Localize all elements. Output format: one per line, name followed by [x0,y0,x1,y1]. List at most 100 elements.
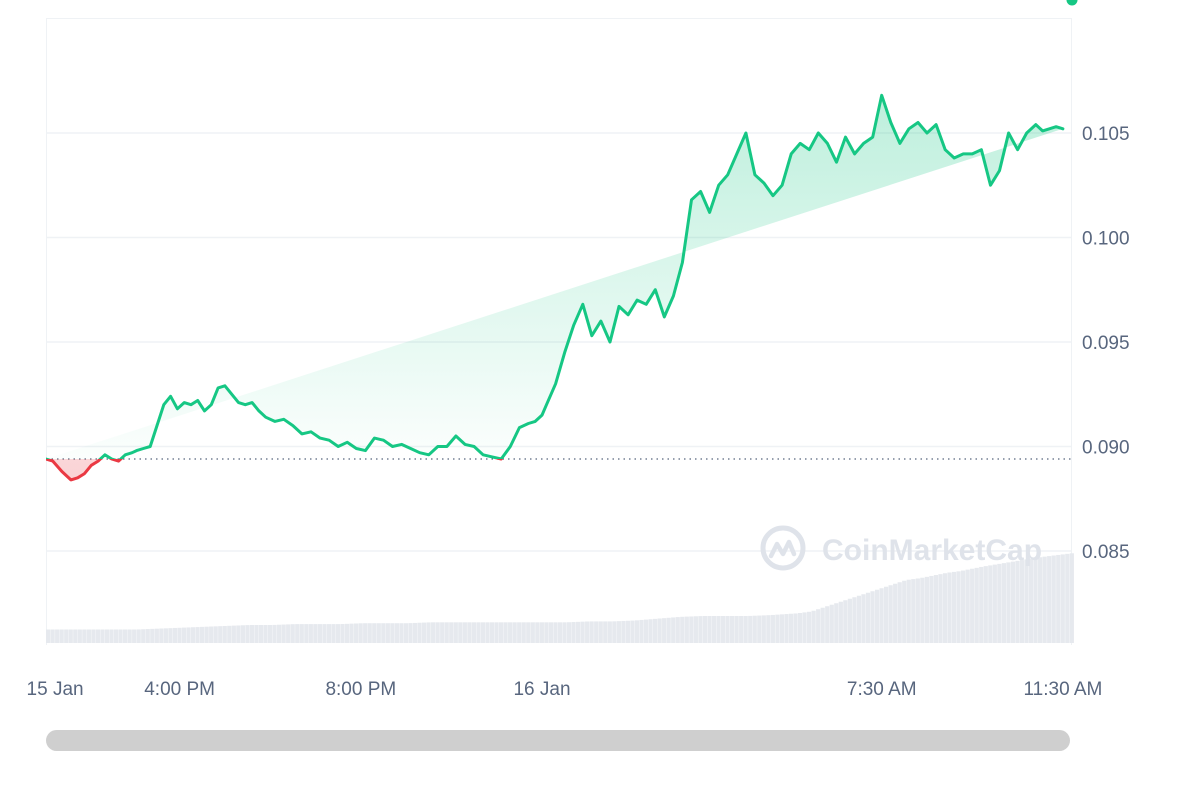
volume-bar [286,624,291,643]
volume-bar [372,623,377,643]
volume-bar [625,620,631,643]
volume-bar [100,629,105,643]
volume-bar [159,628,164,643]
volume-bar [485,622,490,643]
volume-bar [186,627,191,643]
x-axis-ticks: 15 Jan 4:00 PM 8:00 PM 16 Jan 7:30 AM 11:30 A… [27,679,1103,700]
volume-bar [775,614,780,643]
y-tick-label: 0.090 [1082,437,1130,458]
volume-bar [1042,556,1047,643]
volume-bar [752,615,757,643]
volume-bar [544,622,549,643]
volume-bar [86,629,91,643]
volume-bar [1051,555,1056,643]
volume-bar [503,622,508,643]
volume-bar [698,616,703,643]
volume-bar [988,565,993,643]
volume-bar [906,579,911,643]
volume-bar [181,627,187,643]
volume-bar [865,592,871,643]
x-tick-label: 7:30 AM [847,679,917,700]
volume-bar [163,628,168,643]
plot-frame [46,18,1072,645]
volume-bar [317,624,322,643]
volume-bar [358,623,363,643]
volume-bar [444,622,449,643]
last-price-point[interactable] [1066,0,1078,6]
volume-bar [757,615,762,643]
volume-bar [621,620,626,643]
volume-bar [974,567,979,643]
volume-bar [730,616,735,643]
volume-bar [299,624,304,643]
volume-bar [870,591,875,643]
volume-bar [136,629,141,643]
volume-bar [349,623,354,643]
volume-bar [956,571,961,643]
volume-bar [548,622,554,643]
volume-bar [46,629,51,643]
volume-bar [589,621,594,643]
volume-bar [553,622,558,643]
volume-bar [109,629,114,643]
volume-bar [403,623,409,643]
volume-bar [902,580,907,643]
volume-bar [467,622,472,643]
volume-bar [802,612,807,643]
volume-bar [874,589,880,643]
volume-bar [575,621,581,643]
volume-bar [571,622,576,643]
volume-bar [530,622,535,643]
volume-bar [580,621,585,643]
volume-bar [476,622,481,643]
volume-bar [480,622,486,643]
volume-bar [381,623,386,643]
volume-bar [825,606,830,643]
volume-bar [91,629,96,643]
volume-bar [141,629,146,643]
volume-bar [947,572,952,643]
volume-bar [816,609,821,643]
volume-bar [408,623,413,643]
volume-bar [440,622,445,643]
volume-bar [702,616,708,643]
volume-bar [326,624,332,643]
volume-bar [322,624,327,643]
volume-bar [145,629,150,643]
volume-bar [1047,556,1052,643]
volume-bar [820,607,825,643]
volume-bar [267,625,273,643]
volume-bar [394,623,399,643]
volume-bar [390,623,395,643]
volume-bar [983,566,988,643]
volume-bar [942,573,948,643]
volume-bar [770,614,775,643]
volume-bar [77,629,82,643]
volume-bar [331,624,336,643]
volume-bar [209,626,214,643]
area-above-baseline [46,95,1063,459]
volume-bar [884,586,889,643]
volume-bar [399,623,404,643]
volume-bar [1060,554,1065,643]
time-range-scrollbar[interactable] [46,730,1070,751]
volume-bar [517,622,522,643]
volume-bar [1056,554,1061,643]
volume-bar [965,569,970,643]
volume-bar [462,622,467,643]
volume-bar [95,629,101,643]
volume-bar [526,622,531,643]
volume-bar [1024,559,1029,643]
watermark-text: CoinMarketCap [822,534,1042,567]
volume-bar [720,616,726,643]
volume-bar [308,624,313,643]
volume-bar [557,622,563,643]
volume-bar [218,626,223,643]
volume-bar [258,625,264,643]
x-tick-label: 16 Jan [513,679,570,700]
volume-bar [177,627,182,643]
coinmarketcap-logo-icon [760,525,806,571]
volume-bar [172,627,178,643]
x-tick-label: 8:00 PM [325,679,396,700]
